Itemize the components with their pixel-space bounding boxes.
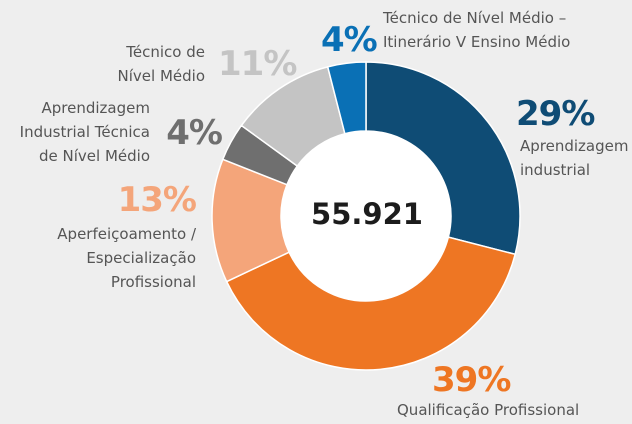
- center-label: 55.921: [311, 197, 423, 231]
- category-label: Aprendizagem industrial: [520, 137, 629, 179]
- value-label: 29%: [516, 94, 595, 134]
- category-label: Técnico de Nível Médio – Itinerário V En…: [383, 9, 571, 51]
- category-label: Qualificação Profissional: [397, 401, 580, 419]
- value-label: 4%: [166, 113, 223, 153]
- value-label: 4%: [321, 20, 378, 60]
- value-label: 13%: [117, 180, 197, 220]
- category-label: Aprendizagem Industrial Técnica de Nível…: [19, 99, 150, 165]
- category-label: Técnico de Nível Médio: [117, 43, 205, 85]
- category-label: Aperfeiçoamento / Especialização Profiss…: [57, 225, 196, 291]
- value-label: 39%: [432, 360, 511, 400]
- donut-hole: [281, 131, 451, 301]
- value-label: 11%: [218, 44, 297, 84]
